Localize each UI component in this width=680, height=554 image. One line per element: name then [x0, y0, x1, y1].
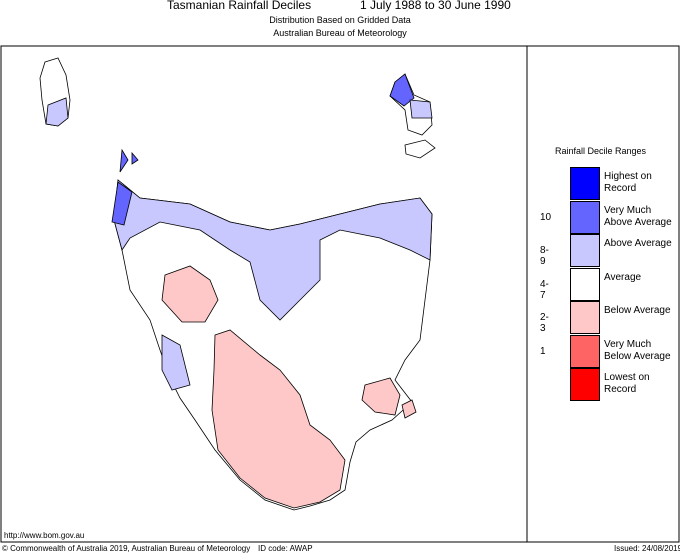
period: 1 July 1988 to 30 June 1990	[360, 0, 511, 12]
footer-id: ID code: AWAP	[258, 544, 313, 553]
legend-swatch	[570, 368, 600, 401]
title: Tasmanian Rainfall Deciles	[167, 0, 312, 12]
legend-range: 1	[540, 345, 546, 357]
legend-label: Very Much Below Average	[604, 338, 671, 362]
legend-range: 8-9	[540, 245, 549, 267]
footer-url: http://www.bom.gov.au	[4, 531, 85, 540]
land	[39, 57, 436, 511]
subtitle: Australian Bureau of Meteorology	[273, 28, 407, 38]
legend-label: Above Average	[604, 238, 672, 249]
footer-issued: Issued: 24/08/2019	[614, 544, 680, 553]
legend-swatch	[570, 301, 600, 334]
legend-swatch	[570, 267, 600, 301]
footer-copyright: © Commonwealth of Australia 2019, Austra…	[2, 544, 251, 553]
legend-swatch	[570, 200, 600, 234]
legend-label: Very Much Above Average	[604, 204, 672, 228]
legend-range: 2-3	[540, 312, 549, 334]
subtitle: Distribution Based on Gridded Data	[269, 15, 411, 25]
legend-swatch	[570, 234, 600, 267]
legend-label: Average	[604, 271, 642, 283]
frame	[0, 45, 680, 543]
legend-swatch	[570, 167, 600, 200]
legend-range: 4-7	[540, 278, 549, 301]
legend-swatch	[570, 334, 600, 368]
legend-label: Highest on Record	[604, 171, 652, 194]
legend-label: Lowest on Record	[604, 372, 650, 395]
legend-label: Below Average	[604, 305, 671, 316]
legend-range: 10	[540, 211, 552, 223]
legend-title: Rainfall Decile Ranges	[555, 146, 647, 156]
